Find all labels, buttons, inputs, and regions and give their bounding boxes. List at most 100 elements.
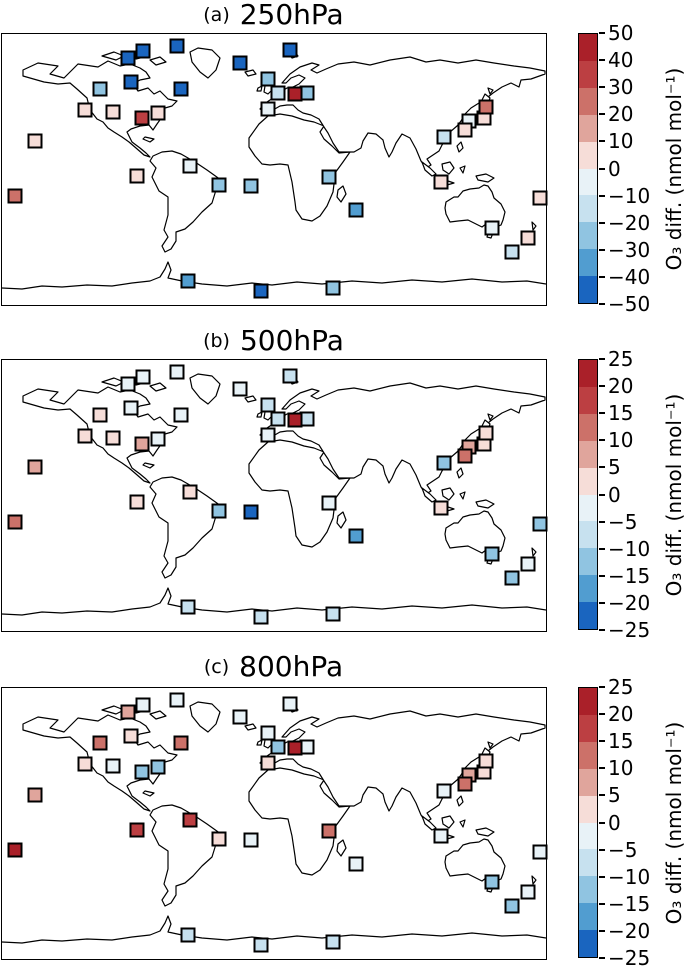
station-marker-antarctica-3: [325, 606, 341, 622]
colorbar-tick: 10: [599, 429, 633, 451]
station-marker-indian-ocean: [348, 856, 364, 872]
station-marker-indonesia: [433, 174, 449, 190]
colorbar-tick-label: 25: [608, 675, 634, 699]
colorbar-segment-b4: [579, 575, 597, 603]
colorbar-tick-label: 10: [608, 756, 634, 781]
station-marker-us-west: [77, 756, 93, 772]
colorbar-segment-b3: [579, 222, 597, 250]
colorbar-segment-b1: [579, 168, 597, 196]
colorbar-tick-label: −25: [608, 946, 651, 969]
colorbar-tick-label: 15: [608, 729, 634, 754]
station-marker-us-central: [105, 104, 121, 120]
colorbar-a-axis-label: O₃ diff. (nmol mol⁻¹): [662, 67, 686, 270]
colorbar-tick-mark: [599, 412, 605, 415]
panel-b-index-label: (b): [203, 330, 230, 352]
station-marker-caribbean-w: [129, 494, 145, 510]
panel-a-title: (a) 250hPa: [1, 0, 546, 31]
colorbar-tick-label: 50: [608, 21, 634, 45]
station-marker-arctic-2: [135, 369, 151, 385]
colorbar-tick-mark: [599, 140, 605, 143]
station-marker-caribbean-w: [129, 168, 145, 184]
colorbar-tick-mark: [599, 59, 605, 62]
colorbar-tick: 40: [599, 49, 633, 71]
station-marker-us-east: [150, 759, 166, 775]
colorbar-segment-r3: [579, 741, 597, 769]
station-marker-us-east: [150, 431, 166, 447]
colorbar-tick-mark: [599, 385, 605, 388]
station-marker-canada-w: [92, 407, 108, 423]
colorbar-tick-label: 0: [608, 156, 621, 181]
colorbar-segment-r3: [579, 413, 597, 441]
colorbar-tick-label: 10: [608, 129, 634, 154]
colorbar-segment-r4: [579, 60, 597, 88]
map-panel-c: [1, 687, 548, 960]
colorbar-tick: −15: [599, 893, 650, 915]
colorbar-tick: 0: [599, 812, 621, 834]
colorbar-tick: 20: [599, 103, 633, 125]
colorbar-tick-label: 0: [608, 810, 621, 835]
colorbar-tick-mark: [599, 929, 605, 932]
panel-c-index-label: (c): [203, 656, 230, 678]
colorbar-tick: 15: [599, 730, 633, 752]
colorbar-tick-label: −15: [608, 563, 651, 588]
colorbar-tick-mark: [599, 767, 605, 770]
colorbar-tick-mark: [599, 303, 605, 305]
colorbar-segment-r3: [579, 87, 597, 115]
station-marker-nz-south: [504, 898, 520, 914]
colorbar-segment-b1: [579, 822, 597, 850]
colorbar-b-gradient: [578, 359, 598, 630]
station-marker-africa-e: [321, 823, 337, 839]
station-marker-pacific-sw: [532, 190, 548, 206]
station-marker-australia-se: [484, 220, 500, 236]
colorbar-tick: −20: [599, 920, 650, 942]
colorbar-tick-mark: [599, 574, 605, 577]
station-marker-nz-north: [520, 884, 536, 900]
colorbar-tick-label: 5: [608, 455, 621, 480]
station-marker-pacific-sw: [532, 516, 548, 532]
station-marker-caribbean-e: [182, 158, 198, 174]
colorbar-tick: 30: [599, 76, 633, 98]
station-marker-europe-c: [287, 412, 303, 428]
colorbar-tick: 5: [599, 784, 621, 806]
station-marker-canada-e: [173, 735, 189, 751]
colorbar-segment-r4: [579, 714, 597, 742]
station-marker-europe-sw: [260, 427, 276, 443]
colorbar-tick-mark: [599, 439, 605, 442]
station-marker-caribbean-e: [182, 484, 198, 500]
station-marker-antarctica-3: [325, 280, 341, 296]
station-marker-canada-w: [92, 81, 108, 97]
colorbar-tick: 25: [599, 348, 633, 370]
colorbar-tick-label: −15: [608, 891, 651, 916]
station-marker-greenland: [232, 55, 248, 71]
colorbar-segment-b3: [579, 548, 597, 576]
colorbar-tick-mark: [599, 248, 605, 251]
station-marker-nz-north: [520, 230, 536, 246]
colorbar-tick-mark: [599, 547, 605, 550]
station-marker-europe-nw: [260, 725, 276, 741]
station-marker-pacific-c: [7, 188, 23, 204]
colorbar-tick: 5: [599, 456, 621, 478]
station-marker-us-southeast: [134, 764, 150, 780]
colorbar-segment-b2: [579, 195, 597, 223]
station-marker-antarctica-2: [253, 609, 269, 625]
station-marker-arctic-2: [135, 43, 151, 59]
station-marker-greenland: [232, 381, 248, 397]
colorbar-tick-mark: [599, 194, 605, 197]
colorbar-tick-label: 20: [608, 702, 634, 727]
colorbar-tick: 20: [599, 703, 633, 725]
colorbar-tick-mark: [599, 629, 605, 631]
station-marker-australia-se: [484, 546, 500, 562]
station-marker-europe-c: [287, 86, 303, 102]
station-marker-arctic-1: [120, 376, 136, 392]
colorbar-tick: −25: [599, 619, 650, 641]
station-marker-caribbean-w: [129, 822, 145, 838]
colorbar-segment-r2: [579, 440, 597, 468]
map-panel-a: [1, 33, 548, 306]
colorbar-tick-mark: [599, 493, 605, 496]
colorbar-tick-label: −25: [608, 618, 651, 642]
colorbar-tick-label: 0: [608, 482, 621, 507]
panel-c-level-title: 800hPa: [239, 650, 344, 683]
colorbar-segment-r4: [579, 386, 597, 414]
colorbar-c-axis-label: O₃ diff. (nmol mol⁻¹): [662, 721, 686, 924]
station-marker-brazil-ne: [211, 831, 227, 847]
